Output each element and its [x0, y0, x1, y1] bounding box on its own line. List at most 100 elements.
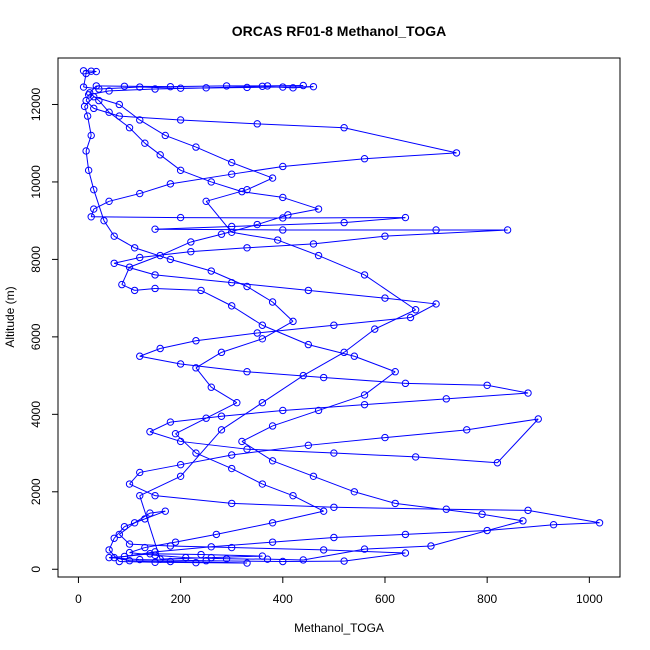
- series-line-segment: [113, 235, 135, 249]
- series-line-segment: [216, 522, 273, 535]
- series-line-segment: [415, 456, 498, 464]
- data-point: [151, 225, 159, 233]
- data-point: [304, 286, 313, 295]
- data-point: [136, 491, 144, 500]
- series-line-segment: [175, 417, 207, 435]
- data-point: [381, 294, 389, 302]
- series-line-segment: [231, 165, 283, 175]
- series-line-segment: [262, 320, 294, 340]
- series-line-segment: [180, 363, 248, 373]
- data-point: [118, 280, 126, 289]
- series-line-segment: [119, 104, 141, 121]
- data-point: [330, 321, 338, 329]
- data-point: [228, 170, 236, 178]
- data-point: [166, 180, 175, 188]
- series-line-segment: [466, 418, 539, 431]
- data-point: [207, 553, 215, 562]
- data-point: [289, 317, 297, 326]
- series-line-segment: [241, 425, 273, 442]
- series-line-segment: [129, 552, 156, 556]
- plot-area-frame: [57, 57, 621, 578]
- data-point: [258, 399, 267, 407]
- data-point: [92, 67, 101, 76]
- series-line-segment: [89, 85, 97, 94]
- series-line-segment: [190, 233, 222, 243]
- data-point: [549, 521, 558, 529]
- series-line-segment: [282, 158, 365, 167]
- series-line-segment: [206, 189, 248, 202]
- series-line-segment: [195, 146, 232, 164]
- x-tick-label: 200: [171, 592, 191, 606]
- series-line-segment: [211, 541, 273, 548]
- data-point: [166, 542, 175, 550]
- series-line-segment: [195, 351, 222, 369]
- data-point: [115, 557, 124, 566]
- data-point: [483, 526, 491, 535]
- series-line-segment: [211, 181, 243, 193]
- data-point: [100, 216, 108, 225]
- data-point: [279, 193, 287, 202]
- data-point: [319, 507, 328, 515]
- series-line-segment: [497, 418, 539, 464]
- data-point: [151, 551, 159, 560]
- data-point: [483, 381, 491, 389]
- data-point: [110, 232, 118, 240]
- data-point: [268, 422, 277, 430]
- data-point: [192, 337, 200, 345]
- series-line-segment: [155, 495, 232, 504]
- data-point: [136, 189, 144, 198]
- data-point: [192, 449, 200, 457]
- data-point: [432, 226, 440, 234]
- series-line-segment: [384, 229, 508, 237]
- data-point: [105, 553, 113, 562]
- data-point: [228, 222, 236, 231]
- series-line-segment: [446, 392, 529, 400]
- data-point: [125, 557, 134, 565]
- series-line-segment: [221, 409, 283, 417]
- series-line-segment: [109, 88, 156, 92]
- series-line-segment: [129, 547, 146, 554]
- series-line-segment: [262, 85, 294, 89]
- data-point: [105, 108, 113, 116]
- series-line-segment: [277, 239, 319, 256]
- data-point: [263, 555, 272, 563]
- data-point: [258, 335, 267, 343]
- data-point: [146, 550, 154, 558]
- series-line-segment: [118, 534, 130, 545]
- series-line-segment: [272, 510, 324, 524]
- series-line-segment: [246, 177, 273, 191]
- x-tick-label: 0: [75, 592, 82, 606]
- data-point: [340, 557, 348, 565]
- series-line-segment: [344, 217, 406, 224]
- series-line-segment: [206, 85, 263, 89]
- data-point: [258, 480, 267, 488]
- series-line-segment: [481, 513, 524, 522]
- data-point: [90, 93, 98, 101]
- y-axis: 0 2000 4000 6000 8000 10000 12000: [29, 87, 59, 573]
- data-point: [125, 124, 134, 132]
- data-point: [207, 543, 215, 551]
- data-point: [519, 517, 527, 525]
- x-tick-label: 1000: [576, 592, 603, 606]
- data-point: [534, 415, 542, 423]
- series-line-segment: [129, 483, 156, 497]
- series-line-segment: [313, 235, 386, 245]
- data-point: [524, 389, 532, 397]
- data-point: [136, 116, 144, 124]
- data-point: [176, 213, 185, 222]
- series-line-segment: [221, 224, 258, 235]
- series-line-segment: [205, 402, 238, 419]
- series-line-segment: [333, 452, 416, 458]
- x-tick-label: 800: [477, 592, 497, 606]
- data-point: [371, 325, 379, 333]
- data-point: [319, 546, 328, 554]
- data-point: [207, 383, 215, 391]
- series-line-segment: [108, 193, 140, 202]
- data-point: [212, 530, 221, 539]
- series-line-segment: [364, 274, 416, 311]
- series-line-segment: [170, 85, 227, 88]
- series-line-segment: [129, 543, 171, 547]
- data-point: [171, 429, 180, 438]
- series-line-segment: [93, 200, 110, 210]
- data-point: [130, 244, 139, 252]
